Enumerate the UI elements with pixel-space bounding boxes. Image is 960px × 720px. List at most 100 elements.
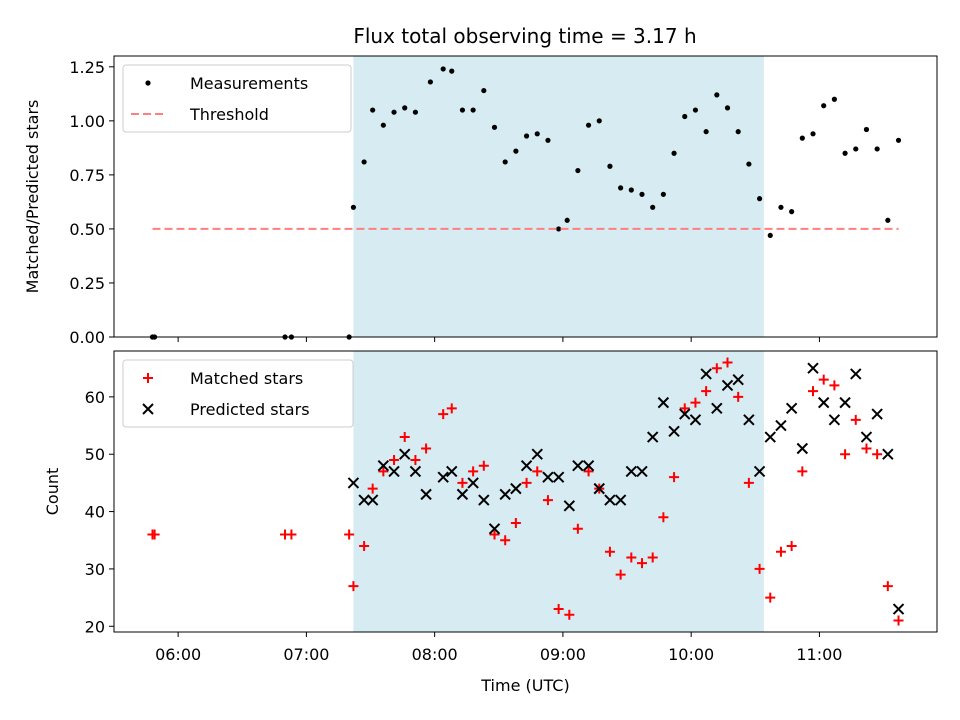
measurement-point: [596, 118, 602, 124]
predicted-star-point: [636, 465, 648, 478]
measurement-point: [682, 113, 688, 120]
predicted-star-point: [753, 465, 766, 478]
predicted-star-point: [764, 431, 776, 443]
measurement-point: [767, 232, 773, 239]
top-ytick-label: 0.25: [69, 274, 105, 293]
matched-star-point: [861, 443, 872, 454]
predicted-star-point: [892, 603, 905, 615]
measurement-point: [853, 146, 859, 152]
measurement-point: [402, 105, 408, 111]
matched-star-point: [489, 529, 500, 540]
measurement-point: [523, 133, 530, 139]
xtick-label: 10:00: [668, 645, 714, 664]
measurement-point: [545, 137, 551, 143]
bottom-ytick-label: 40: [85, 503, 105, 522]
measurement-point: [361, 159, 367, 165]
measurement-point: [650, 204, 656, 210]
matched-star-point: [818, 374, 829, 385]
matched-star-point: [733, 391, 744, 402]
legend-label: Matched stars: [190, 369, 303, 388]
xtick-label: 08:00: [412, 645, 458, 664]
measurement-point: [491, 124, 498, 130]
measurement-point: [660, 191, 666, 197]
bottom-series-0: [147, 357, 904, 626]
matched-star-point: [149, 529, 160, 540]
bottom-legend: Matched stars Predicted stars: [122, 359, 354, 428]
top-ytick-label: 0.75: [69, 166, 105, 185]
measurement-point: [449, 68, 455, 74]
bottom-highlight-span: [353, 351, 764, 632]
predicted-star-point: [456, 488, 469, 501]
matched-star-point: [893, 615, 904, 626]
matched-star-point: [521, 477, 532, 488]
predicted-star-point: [420, 488, 432, 501]
predicted-star-point: [689, 414, 702, 426]
measurement-point: [607, 163, 613, 169]
top-ytick-label: 0.00: [69, 328, 105, 347]
measurement-point: [427, 79, 433, 85]
matched-star-point: [637, 558, 648, 569]
matched-star-point: [690, 397, 701, 408]
measurement-point: [575, 167, 581, 174]
predicted-star-point: [796, 442, 809, 455]
predicted-star-point: [625, 465, 638, 478]
matched-star-point: [604, 546, 615, 557]
predicted-star-point: [850, 368, 862, 380]
bottom-ytick-label: 50: [85, 445, 105, 464]
measurement-point: [628, 187, 634, 193]
predicted-star-point: [520, 459, 533, 472]
xlabel: Time (UTC): [480, 676, 569, 695]
top-panel: 0.00 0.25 0.50 0.75 1.00 1.25 Matched/Predicte…: [23, 55, 938, 347]
predicted-star-point: [347, 477, 360, 489]
predicted-star-point: [399, 448, 411, 460]
matched-star-point: [669, 472, 680, 483]
matched-star-point: [583, 466, 594, 477]
predicted-star-point: [388, 465, 400, 478]
xtick-label: 09:00: [540, 645, 586, 664]
matched-star-point: [286, 529, 297, 540]
measurement-point: [724, 105, 731, 111]
matched-star-point: [850, 414, 861, 425]
measurement-point: [564, 217, 570, 223]
matched-star-point: [829, 380, 840, 391]
legend-marker-measurement: [145, 80, 151, 86]
predicted-star-point: [499, 488, 511, 501]
bottom-axes-frame: [113, 350, 938, 633]
xtick-label: 06:00: [155, 645, 201, 664]
bottom-series-1: [347, 362, 905, 615]
measurement-point: [639, 191, 645, 197]
top-legend: Measurements Threshold: [122, 64, 352, 133]
measurement-point: [513, 148, 519, 154]
top-ylabel: Matched/Predicted stars: [23, 100, 42, 294]
matched-star-point: [701, 386, 712, 397]
matched-star-point: [840, 449, 851, 460]
matched-star-point: [399, 432, 410, 443]
measurement-point: [350, 204, 357, 210]
matched-star-point: [572, 523, 583, 534]
predicted-star-point: [531, 448, 543, 460]
measurement-point: [735, 129, 741, 135]
matched-star-point: [786, 540, 797, 551]
legend-label: Measurements: [190, 74, 308, 93]
xtick-label: 11:00: [796, 645, 842, 664]
matched-star-point: [438, 409, 449, 420]
matched-star-point: [344, 529, 355, 540]
predicted-star-point: [860, 431, 873, 443]
matched-star-point: [564, 609, 575, 620]
measurement-point: [502, 159, 508, 165]
predicted-star-point: [711, 402, 723, 415]
matched-star-point: [410, 454, 421, 465]
measurement-point: [692, 107, 699, 113]
measurement-point: [412, 109, 419, 115]
measurement-point: [714, 92, 720, 98]
matched-star-point: [348, 581, 359, 592]
predicted-star-point: [646, 431, 659, 443]
matched-star-point: [615, 569, 626, 580]
bottom-ylabel: Count: [43, 468, 62, 516]
matched-star-point: [872, 449, 883, 460]
predicted-star-point: [732, 373, 744, 386]
measurement-point: [831, 96, 837, 102]
matched-star-point: [658, 512, 669, 523]
predicted-star-point: [437, 471, 449, 483]
